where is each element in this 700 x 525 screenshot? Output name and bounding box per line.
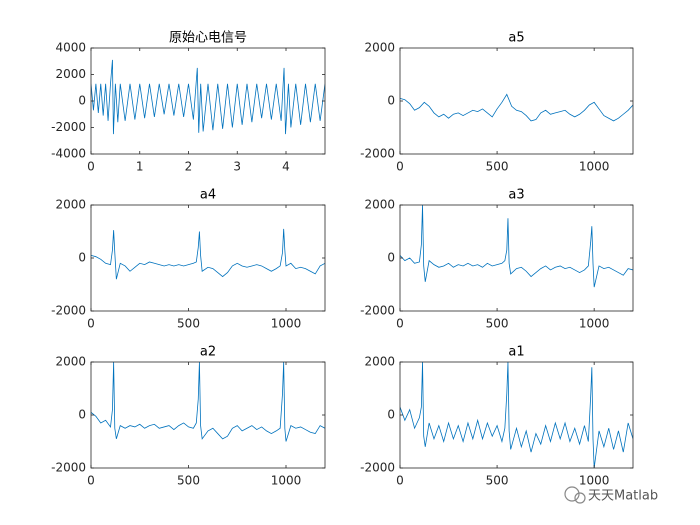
x-tick-label: 1000	[271, 317, 302, 331]
chart-title: a1	[508, 345, 524, 360]
signal-line	[400, 205, 633, 288]
watermark-text: 天天Matlab	[588, 489, 658, 504]
x-tick-label: 1	[136, 160, 144, 174]
y-tick-label: 2000	[55, 67, 86, 81]
signal-line	[91, 362, 325, 442]
y-tick-label: 0	[387, 94, 395, 108]
y-tick-label: 0	[387, 251, 395, 265]
x-tick-label: 0	[396, 317, 404, 331]
x-tick-label: 1000	[579, 317, 610, 331]
chart-title: a3	[508, 188, 524, 203]
axes-background	[91, 362, 325, 468]
x-tick-label: 1000	[579, 160, 610, 174]
y-tick-label: 0	[78, 251, 86, 265]
watermark-icon	[574, 492, 586, 504]
x-tick-label: 500	[486, 160, 509, 174]
signal-line	[91, 228, 325, 280]
x-tick-label: 0	[87, 317, 95, 331]
x-tick-label: 0	[87, 160, 95, 174]
chart-title: a5	[508, 31, 524, 46]
x-tick-label: 4	[282, 160, 290, 174]
y-tick-label: -2000	[360, 147, 395, 161]
y-tick-label: 0	[78, 408, 86, 422]
watermark: 天天Matlab	[564, 486, 658, 504]
axes-background	[400, 48, 633, 154]
x-tick-label: 0	[87, 474, 95, 488]
y-tick-label: 0	[387, 408, 395, 422]
y-tick-label: -2000	[51, 120, 86, 134]
signal-line	[400, 93, 633, 122]
signal-line	[91, 59, 325, 135]
x-tick-label: 3	[233, 160, 241, 174]
chart-title: a2	[200, 345, 216, 360]
axes-background	[91, 48, 325, 154]
y-tick-label: -2000	[360, 461, 395, 475]
x-tick-label: 500	[486, 474, 509, 488]
x-tick-label: 2	[185, 160, 193, 174]
x-tick-label: 500	[486, 317, 509, 331]
y-tick-label: 4000	[55, 41, 86, 55]
x-tick-label: 1000	[271, 474, 302, 488]
y-tick-label: -2000	[360, 304, 395, 318]
y-tick-label: -2000	[51, 304, 86, 318]
y-tick-label: 2000	[364, 355, 395, 369]
y-tick-label: 0	[78, 94, 86, 108]
x-tick-label: 1000	[579, 474, 610, 488]
x-tick-label: 500	[177, 474, 200, 488]
y-tick-label: -2000	[51, 461, 86, 475]
chart-title: 原始心电信号	[169, 31, 247, 46]
y-tick-label: 2000	[55, 198, 86, 212]
y-tick-label: 2000	[364, 198, 395, 212]
subplot: 0 1 2 3 4 -4000 -2000 0 2000 4000 原始心电信号	[51, 31, 326, 174]
y-tick-label: 2000	[364, 41, 395, 55]
x-tick-label: 500	[177, 317, 200, 331]
x-tick-label: 0	[396, 160, 404, 174]
signal-line	[400, 362, 633, 468]
watermark-icon	[564, 486, 580, 502]
chart-title: a4	[200, 188, 216, 203]
axes-background	[400, 362, 633, 468]
y-tick-label: 2000	[55, 355, 86, 369]
axes-background	[91, 205, 325, 311]
y-tick-label: -4000	[51, 147, 86, 161]
x-tick-label: 0	[396, 474, 404, 488]
axes-background	[400, 205, 633, 311]
